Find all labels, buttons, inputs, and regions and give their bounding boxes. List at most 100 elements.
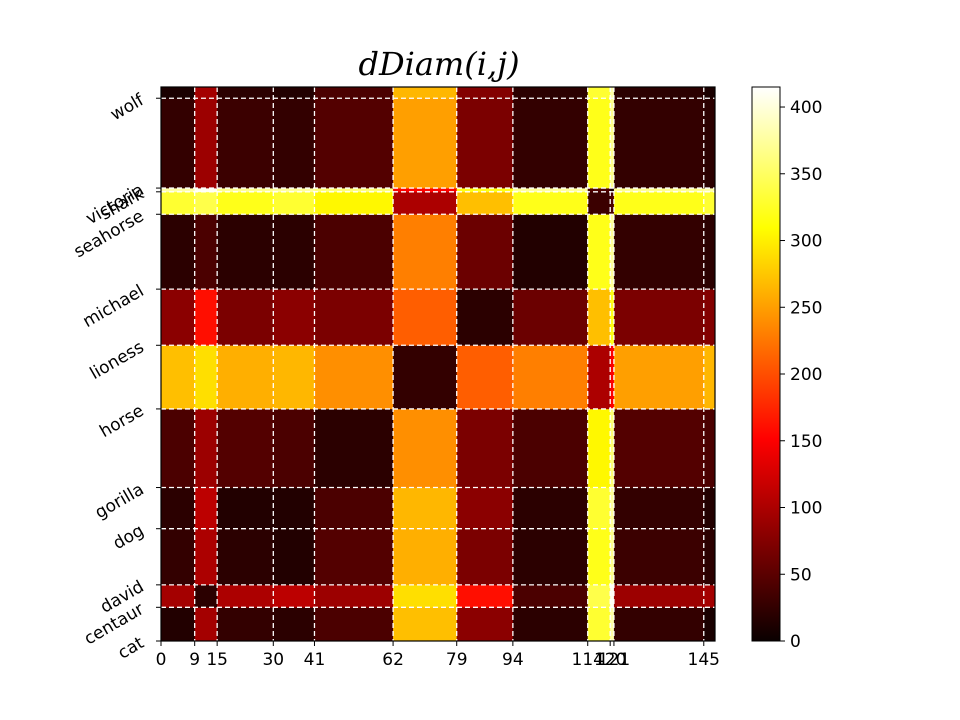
heatmap-cell-cat-gorilla xyxy=(161,408,195,488)
heatmap-cell-horse-gorilla xyxy=(393,408,458,488)
y-axis-ticks: wolfvictoriasharkseahorsemichaellionessh… xyxy=(71,90,161,664)
heatmap-cell-gorilla-david xyxy=(314,528,394,586)
heatmap-cell-michael-shark xyxy=(512,188,589,193)
heatmap-cell-cat-dog xyxy=(161,487,195,530)
heatmap-cell-wolf-lioness xyxy=(703,289,716,346)
heatmap-cell-gorilla-michael xyxy=(314,214,394,290)
heatmap-cell-seahorse-victoria xyxy=(587,98,611,189)
heatmap-cell-dog-seahorse xyxy=(273,191,315,215)
x-tick-label: 62 xyxy=(382,650,404,670)
y-tick-label-horse: horse xyxy=(96,401,147,442)
heatmap-cell-horse-dog xyxy=(393,487,458,530)
heatmap-cell-centaur-shark xyxy=(194,188,218,193)
heatmap-cell-horse-michael xyxy=(393,214,458,290)
heatmap-cell-wolf-dog xyxy=(703,487,716,530)
heatmap-cell-michael-horse xyxy=(512,345,589,410)
y-tick-label-lioness: lioness xyxy=(87,337,148,384)
x-tick-label: 145 xyxy=(688,650,720,670)
heatmap-cell-wolf-wolf xyxy=(703,87,716,99)
heatmap-cell-centaur-cat xyxy=(194,607,218,642)
colorbar-ticks: 0 50 100 150 200 250 300 350 400 xyxy=(780,98,822,652)
heatmap-cell-seahorse-david xyxy=(587,528,611,586)
x-tick-label: 9 xyxy=(189,650,200,670)
x-tick-label: 120 xyxy=(594,650,626,670)
heatmap-cell-cat-michael xyxy=(161,214,195,290)
heatmap-cell-dog-victoria xyxy=(273,98,315,189)
heatmap-cell-wolf-seahorse xyxy=(703,191,716,215)
heatmap-cell-michael-wolf xyxy=(512,87,589,99)
heatmap-cell-cat-lioness xyxy=(161,289,195,346)
heatmap-cell-centaur-wolf xyxy=(194,87,218,99)
heatmap-cell-david-lioness xyxy=(217,289,274,346)
heatmap-cell-dog-cat xyxy=(273,607,315,642)
heatmap-cell-centaur-horse xyxy=(194,345,218,410)
heatmap-cell-horse-seahorse xyxy=(393,191,458,215)
chart-title: dDiam(i,j) xyxy=(358,45,519,83)
heatmap-cell-shark-cat xyxy=(610,607,615,642)
heatmap-cells xyxy=(161,87,716,642)
heatmap-cell-david-seahorse xyxy=(217,191,274,215)
heatmap-cell-gorilla-dog xyxy=(314,487,394,530)
y-tick-label-michael: michael xyxy=(79,281,147,332)
heatmap-cell-lioness-michael xyxy=(456,214,514,290)
heatmap-cell-centaur-gorilla xyxy=(194,408,218,488)
x-tick-label: 30 xyxy=(262,650,284,670)
heatmap-cell-lioness-wolf xyxy=(456,87,514,99)
heatmap-cell-victoria-cat xyxy=(613,607,705,642)
heatmap-cell-michael-michael xyxy=(512,214,589,290)
heatmap-cell-shark-centaur xyxy=(610,584,615,608)
heatmap-cell-gorilla-cat xyxy=(314,607,394,642)
heatmap-cell-wolf-horse xyxy=(703,345,716,410)
colorbar xyxy=(751,86,781,642)
colorbar-tick-label: 150 xyxy=(790,432,822,452)
heatmap-cell-shark-wolf xyxy=(610,87,615,99)
heatmap-cell-dog-horse xyxy=(273,345,315,410)
heatmap-cell-cat-wolf xyxy=(161,87,195,99)
heatmap-cell-horse-cat xyxy=(393,607,458,642)
heatmap-cell-gorilla-horse xyxy=(314,345,394,410)
heatmap-cell-dog-gorilla xyxy=(273,408,315,488)
x-tick-label: 121 xyxy=(598,650,630,670)
heatmap-cell-david-gorilla xyxy=(217,408,274,488)
heatmap-cell-lioness-victoria xyxy=(456,98,514,189)
heatmap-cell-david-shark xyxy=(217,188,274,193)
heatmap-cell-gorilla-shark xyxy=(314,188,394,193)
y-tick-label-gorilla: gorilla xyxy=(92,480,148,524)
heatmap-cell-lioness-cat xyxy=(456,607,514,642)
heatmap-cell-shark-gorilla xyxy=(610,408,615,488)
heatmap-cell-dog-wolf xyxy=(273,87,315,99)
heatmap-cell-horse-shark xyxy=(393,188,458,193)
heatmap-cell-shark-victoria xyxy=(610,98,615,189)
heatmap-cell-horse-lioness xyxy=(393,289,458,346)
heatmap-cell-michael-victoria xyxy=(512,98,589,189)
heatmap-cell-david-centaur xyxy=(217,584,274,608)
heatmap-cell-shark-shark xyxy=(610,188,615,193)
heatmap-cell-wolf-cat xyxy=(703,607,716,642)
heatmap-cell-david-david xyxy=(217,528,274,586)
heatmap-cell-shark-lioness xyxy=(610,289,615,346)
colorbar-tick-label: 300 xyxy=(790,232,822,252)
heatmap-cell-gorilla-seahorse xyxy=(314,191,394,215)
heatmap-cell-seahorse-seahorse xyxy=(587,191,611,215)
heatmap-cell-wolf-centaur xyxy=(703,584,716,608)
heatmap-cell-dog-michael xyxy=(273,214,315,290)
heatmap-cell-cat-david xyxy=(161,528,195,586)
heatmap-cell-horse-victoria xyxy=(393,98,458,189)
heatmap-cell-centaur-seahorse xyxy=(194,191,218,215)
heatmap-cell-gorilla-gorilla xyxy=(314,408,394,488)
x-tick-label: 114 xyxy=(572,650,604,670)
heatmap-cell-shark-seahorse xyxy=(610,191,615,215)
y-tick-label-dog: dog xyxy=(110,521,148,554)
heatmap-cell-victoria-seahorse xyxy=(613,191,705,215)
heatmap-cell-centaur-david xyxy=(194,528,218,586)
heatmap-cell-centaur-lioness xyxy=(194,289,218,346)
heatmap-cell-lioness-shark xyxy=(456,188,514,193)
heatmap-cell-wolf-david xyxy=(703,528,716,586)
heatmap-cell-victoria-dog xyxy=(613,487,705,530)
heatmap-cell-centaur-victoria xyxy=(194,98,218,189)
colorbar-tick-label: 350 xyxy=(790,165,822,185)
heatmap-cell-dog-centaur xyxy=(273,584,315,608)
x-tick-label: 41 xyxy=(304,650,326,670)
heatmap-cell-cat-shark xyxy=(161,188,195,193)
heatmap-cell-gorilla-lioness xyxy=(314,289,394,346)
